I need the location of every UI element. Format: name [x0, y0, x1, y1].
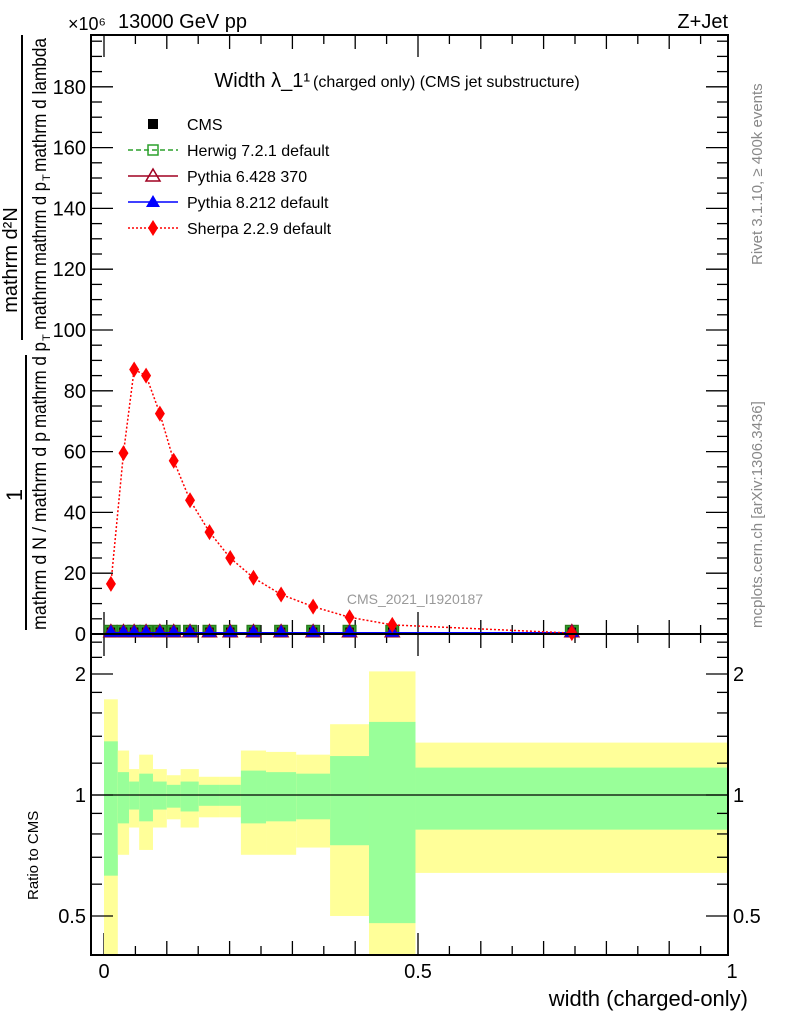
x-tick-label: 0: [98, 961, 109, 983]
ratio-y-tick-label-right: 1: [733, 785, 744, 807]
legend-label: Sherpa 2.2.9 default: [187, 221, 332, 238]
ratio-y-tick-label: 1: [75, 785, 86, 807]
ratio-band-green: [104, 741, 118, 876]
data-point: [204, 524, 215, 541]
data-point: [141, 367, 152, 384]
y-tick-label: 180: [53, 77, 86, 99]
y-label-right-den2: mathrm d lambda: [30, 38, 51, 172]
data-point: [344, 609, 355, 626]
header-right: Z+Jet: [677, 11, 728, 33]
series-line: [110, 368, 572, 634]
y-tick-label: 60: [64, 442, 86, 464]
legend-label: CMS: [187, 117, 223, 134]
data-point: [118, 445, 129, 462]
y-tick-label: 140: [53, 198, 86, 220]
chart-title: Width λ_1¹: [214, 70, 310, 92]
y-label-mathrm: mathrm: [30, 270, 51, 330]
chart-title-suffix: (charged only) (CMS jet substructure): [313, 74, 580, 91]
y-label-subscript-t: T: [41, 334, 53, 341]
legend-marker-triangle: [146, 195, 160, 207]
legend: CMS Herwig 7.2.1 default Pythia 6.428 370 P…: [128, 117, 332, 238]
legend-marker-open-square: [147, 144, 159, 156]
legend-marker-square: [148, 119, 158, 129]
y-label-right-den: mathrm d p: [30, 182, 51, 266]
rivet-label: Rivet 3.1.10, ≥ 400k events: [749, 83, 766, 265]
y-tick-label: 100: [53, 320, 86, 342]
ratio-band-green: [296, 773, 331, 820]
data-point: [248, 569, 259, 586]
data-point: [308, 598, 319, 615]
y-axis-label: 1 mathrm d N / mathrm d p mathrm d p T m…: [0, 35, 53, 630]
data-point: [225, 550, 236, 566]
y-tick-label: 0: [75, 624, 86, 646]
header-exponent: ×10⁶: [68, 14, 106, 34]
ratio-y-tick-label: 0.5: [58, 906, 86, 928]
watermark: CMS_2021_I1920187: [347, 591, 483, 607]
y-label-subscript-t-2: T: [41, 174, 53, 181]
ratio-band-green: [139, 773, 153, 822]
legend-marker-diamond: [148, 220, 158, 236]
data-point: [168, 452, 179, 469]
ratio-band-green: [117, 772, 130, 824]
series-sherpa-2-2-9-default: [105, 361, 577, 642]
data-point: [276, 586, 287, 603]
y-tick-label: 80: [64, 381, 86, 403]
ratio-band-green: [240, 770, 267, 824]
legend-label: Herwig 7.2.1 default: [187, 143, 330, 160]
data-point: [387, 616, 398, 633]
header-left: 13000 GeV pp: [118, 11, 247, 33]
y-tick-label: 160: [53, 138, 86, 160]
y-label-right-num: mathrm d²N: [0, 207, 22, 313]
ratio-band-green: [330, 756, 370, 846]
mcplots-label: mcplots.cern.ch [arXiv:1306.3436]: [749, 401, 766, 628]
legend-label: Pythia 6.428 370: [187, 169, 307, 186]
data-point: [185, 492, 196, 509]
y-tick-label: 40: [64, 502, 86, 524]
ratio-y-tick-label-right: 0.5: [733, 906, 761, 928]
ratio-plot: 0 0.5 1 0.5 0.5 1 1 2 2: [58, 633, 761, 983]
ratio-y-tick-label: 2: [75, 664, 86, 686]
ratio-band-green: [166, 784, 181, 808]
x-tick-label: 0.5: [404, 961, 432, 983]
y-label-one: 1: [2, 489, 27, 501]
y-label-left-den: mathrm d N / mathrm d p: [30, 432, 51, 630]
ratio-band-green: [266, 772, 297, 822]
x-tick-label: 1: [726, 961, 737, 983]
legend-label: Pythia 8.212 default: [187, 195, 329, 212]
ratio-band-green: [180, 781, 199, 812]
x-axis-label: width (charged-only): [548, 986, 748, 1011]
y-tick-label: 120: [53, 259, 86, 281]
ratio-band-green: [369, 721, 416, 924]
y-label-left-den2: mathrm d p: [30, 342, 51, 428]
legend-marker-open-triangle: [144, 167, 162, 182]
ratio-band-green: [415, 767, 729, 830]
data-point: [154, 405, 165, 422]
ratio-y-tick-label-right: 2: [733, 664, 744, 686]
data-point: [105, 575, 116, 592]
data-point: [129, 361, 140, 378]
y-tick-label: 20: [64, 563, 86, 585]
ratio-y-label: Ratio to CMS: [25, 811, 42, 900]
